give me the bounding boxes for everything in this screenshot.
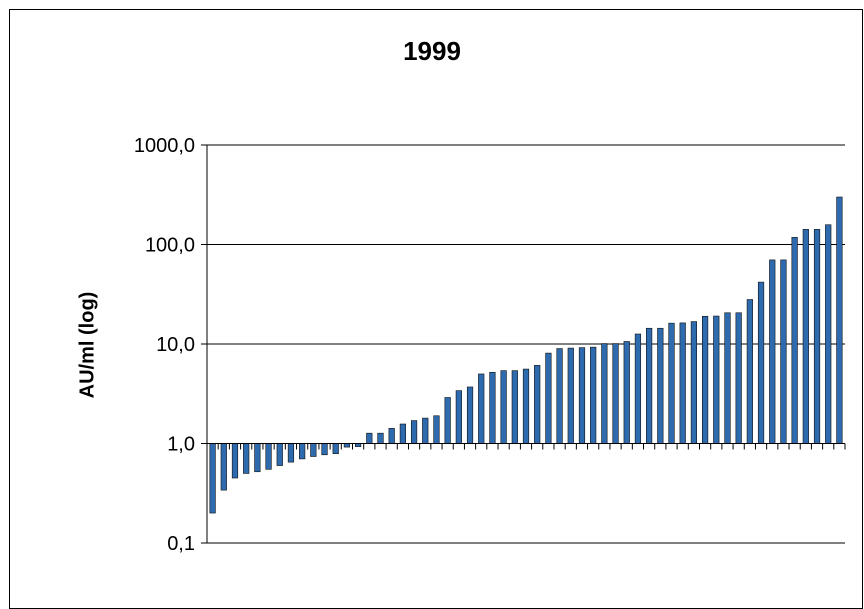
y-tick-label: 0,1 — [167, 533, 195, 555]
bar — [321, 443, 328, 456]
bar — [724, 312, 731, 444]
bar — [500, 370, 507, 444]
bar — [690, 321, 697, 444]
bar — [310, 443, 317, 457]
bar — [578, 347, 586, 444]
bar — [220, 443, 227, 491]
bar — [701, 315, 709, 444]
bar — [668, 322, 675, 444]
y-tick-label: 10,0 — [156, 334, 195, 356]
bar — [433, 415, 440, 444]
y-tick-label: 1000,0 — [134, 135, 195, 157]
bar — [332, 443, 339, 454]
bar — [410, 420, 418, 444]
bar — [802, 229, 809, 444]
bar — [254, 443, 261, 473]
bar — [287, 443, 295, 463]
bar — [679, 322, 686, 444]
bar — [522, 368, 530, 444]
bar — [757, 281, 765, 444]
bar — [545, 352, 552, 444]
bar — [713, 315, 720, 444]
bar — [265, 443, 272, 470]
bar — [455, 390, 462, 444]
bar — [366, 432, 373, 444]
bar — [299, 443, 306, 460]
bar — [657, 327, 664, 444]
bar — [746, 299, 753, 444]
bar — [590, 346, 597, 444]
bar — [511, 370, 518, 444]
y-tick-label: 100,0 — [145, 235, 195, 257]
bar — [646, 327, 653, 444]
bar — [780, 259, 787, 444]
chart-frame — [9, 9, 863, 609]
bar — [825, 224, 832, 444]
bar — [791, 237, 798, 444]
bar — [377, 432, 384, 444]
bar — [489, 371, 496, 444]
bar — [243, 443, 250, 474]
bar — [623, 341, 630, 444]
bars — [209, 196, 843, 514]
bar — [466, 386, 474, 444]
bar — [556, 348, 563, 444]
bar — [276, 443, 283, 466]
bar — [769, 259, 776, 444]
y-axis-ticks: 0,1 1,0 10,0 100,0 1000,0 — [134, 135, 207, 555]
x-axis — [206, 443, 846, 450]
bar — [813, 229, 821, 444]
bar — [567, 347, 574, 444]
bar — [231, 443, 239, 479]
bar — [422, 417, 429, 444]
bar — [209, 443, 216, 514]
bar — [735, 312, 742, 444]
bar — [601, 343, 608, 444]
bar — [534, 365, 541, 444]
bar — [343, 443, 351, 448]
bar — [444, 397, 451, 444]
bar — [612, 343, 619, 444]
bar — [836, 196, 843, 444]
bar — [478, 373, 485, 444]
chart-title: 1999 — [403, 36, 461, 66]
bar — [399, 423, 406, 444]
bar — [388, 428, 395, 444]
y-tick-label: 1,0 — [167, 434, 195, 456]
bar — [634, 333, 642, 444]
